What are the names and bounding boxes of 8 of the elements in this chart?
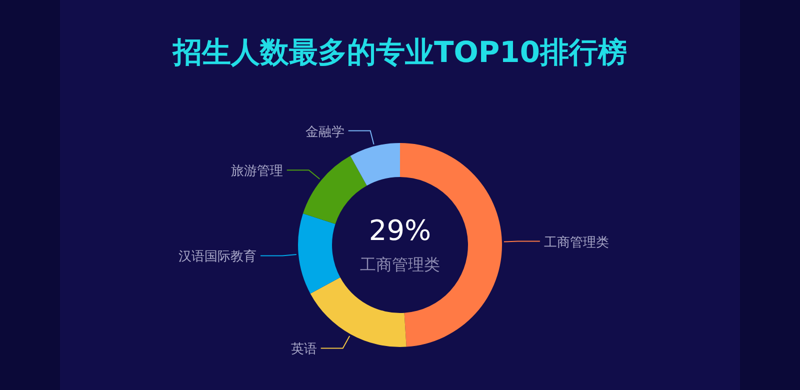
chart-title: 招生人数最多的专业TOP10排行榜 — [172, 35, 628, 69]
slice-label: 旅游管理 — [230, 164, 283, 180]
text: 29% — [368, 214, 432, 247]
slice-label: 金融学 — [305, 124, 344, 140]
text: 工商管理类 — [360, 255, 440, 274]
slice-label: 工商管理类 — [544, 235, 609, 250]
slice-label: 汉语国际教育 — [178, 248, 256, 265]
slice-label: 英语 — [290, 342, 317, 358]
